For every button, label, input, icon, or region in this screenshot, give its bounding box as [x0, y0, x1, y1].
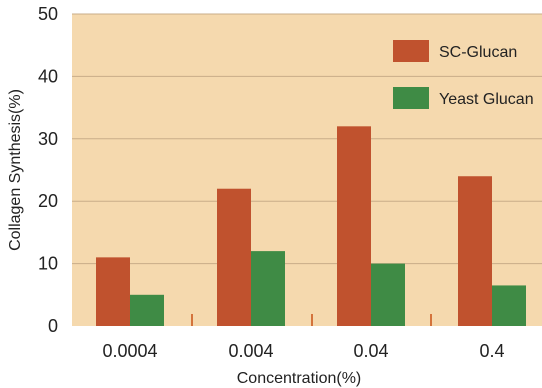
- x-tick-label: 0.004: [228, 341, 273, 361]
- y-tick-label: 30: [38, 129, 58, 149]
- bars: [96, 126, 526, 326]
- x-tick-label: 0.04: [353, 341, 388, 361]
- bar-sc-glucan-0.04: [337, 126, 371, 326]
- x-tick-label: 0.0004: [102, 341, 157, 361]
- bar-yeast-glucan-0.4: [492, 285, 526, 326]
- bar-sc-glucan-0.4: [458, 176, 492, 326]
- bar-yeast-glucan-0.0004: [130, 294, 164, 326]
- x-tick-label: 0.4: [479, 341, 504, 361]
- bar-yeast-glucan-0.04: [371, 263, 405, 326]
- y-tick-label: 10: [38, 254, 58, 274]
- x-tick-labels: 0.0004 0.004 0.04 0.4: [102, 341, 504, 361]
- bar-sc-glucan-0.0004: [96, 257, 130, 326]
- legend-label-yeast-glucan: Yeast Glucan: [439, 91, 534, 108]
- bar-sc-glucan-0.004: [217, 188, 251, 326]
- y-tick-label: 20: [38, 191, 58, 211]
- y-tick-labels: 0 10 20 30 40 50: [38, 4, 58, 336]
- y-tick-label: 40: [38, 66, 58, 86]
- y-tick-label: 0: [48, 316, 58, 336]
- bar-yeast-glucan-0.004: [251, 251, 285, 326]
- legend-label-sc-glucan: SC-Glucan: [439, 44, 517, 61]
- x-axis-label: Concentration(%): [237, 370, 362, 387]
- y-tick-label: 50: [38, 4, 58, 24]
- legend-swatch-sc-glucan: [393, 40, 429, 62]
- legend: SC-Glucan Yeast Glucan: [393, 40, 534, 109]
- y-axis-label: Collagen Synthesis(%): [7, 89, 24, 251]
- category-dividers: [191, 314, 432, 326]
- legend-swatch-yeast-glucan: [393, 87, 429, 109]
